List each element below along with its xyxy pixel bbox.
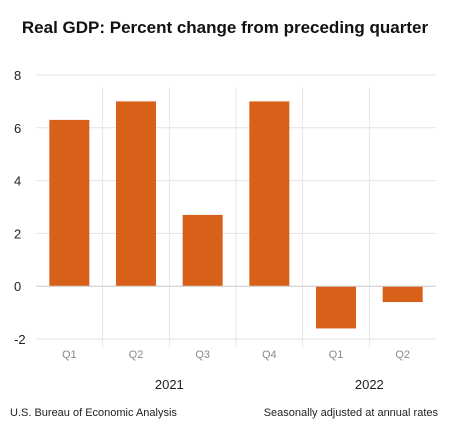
- bar-3: [249, 101, 290, 287]
- y-tick-label: 8: [14, 68, 21, 83]
- source-note: U.S. Bureau of Economic Analysis: [10, 407, 177, 419]
- group-label-0: 2021: [155, 377, 184, 392]
- chart-title: Real GDP: Percent change from preceding …: [21, 18, 429, 37]
- x-tick-label: Q4: [262, 349, 277, 361]
- y-tick-label: 2: [14, 226, 21, 241]
- group-label-1: 2022: [355, 377, 384, 392]
- y-tick-label: 0: [14, 279, 21, 294]
- bar-5: [382, 286, 423, 303]
- y-tick-label: -2: [14, 332, 26, 347]
- bar-2: [182, 214, 223, 287]
- x-tick-label: Q2: [395, 349, 410, 361]
- y-tick-label: 4: [14, 174, 21, 189]
- bar-4: [316, 286, 356, 329]
- y-tick-label: 6: [14, 121, 21, 136]
- x-tick-label: Q1: [329, 349, 344, 361]
- adjustment-note: Seasonally adjusted at annual rates: [263, 407, 438, 419]
- x-tick-label: Q3: [195, 349, 210, 361]
- x-tick-label: Q1: [62, 349, 77, 361]
- x-tick-label: Q2: [129, 349, 144, 361]
- bar-0: [49, 119, 90, 287]
- bar-1: [116, 101, 156, 287]
